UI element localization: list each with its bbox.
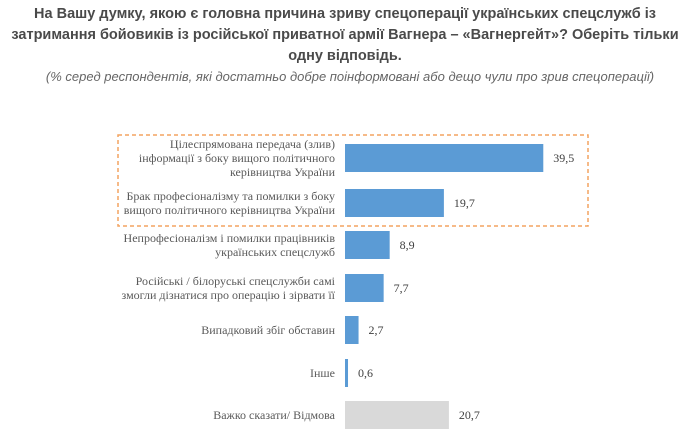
- highlight-box: [117, 134, 589, 227]
- bar: [345, 189, 444, 217]
- chart-title: На Вашу думку, якою є головна причина зр…: [0, 4, 690, 67]
- data-label: 2,7: [369, 323, 384, 337]
- category-label: Непрофесіоналізм і помилки працівників: [124, 231, 336, 245]
- category-label: інформації з боку вищого політичного: [139, 151, 335, 165]
- bar: [345, 401, 449, 429]
- data-label: 19,7: [454, 196, 475, 210]
- data-label: 20,7: [459, 408, 480, 422]
- bar: [345, 316, 359, 344]
- category-label: Випадковий збіг обставин: [201, 323, 335, 337]
- bar: [345, 144, 544, 172]
- category-label: Цілеспрямована передача (злив): [170, 137, 335, 151]
- title-line: одну відповідь.: [288, 48, 402, 64]
- data-label: 0,6: [358, 366, 373, 380]
- data-label: 8,9: [400, 238, 415, 252]
- category-label: Важко сказати/ Відмова: [213, 408, 335, 422]
- data-label: 39,5: [553, 151, 574, 165]
- category-label: українських спецслужб: [215, 245, 335, 259]
- category-label: Російські / білоруські спецслужби самі: [136, 274, 336, 288]
- data-label: 7,7: [394, 281, 409, 295]
- bar: [345, 231, 390, 259]
- bar: [345, 359, 349, 387]
- category-label: керівництва України: [230, 165, 336, 179]
- category-label: Інше: [310, 366, 335, 380]
- category-label: змогли дізнатися про операцію і зірвати …: [122, 288, 336, 302]
- title-line: затримання бойовиків із російської прива…: [11, 27, 679, 43]
- bar: [345, 274, 384, 302]
- chart-subtitle: (% серед респондентів, які достатньо доб…: [45, 69, 655, 84]
- title-line: На Вашу думку, якою є головна причина зр…: [34, 6, 656, 22]
- category-label: вищого політичного керівництва України: [124, 203, 336, 217]
- category-label: Брак професіоналізму та помилки з боку: [126, 189, 335, 203]
